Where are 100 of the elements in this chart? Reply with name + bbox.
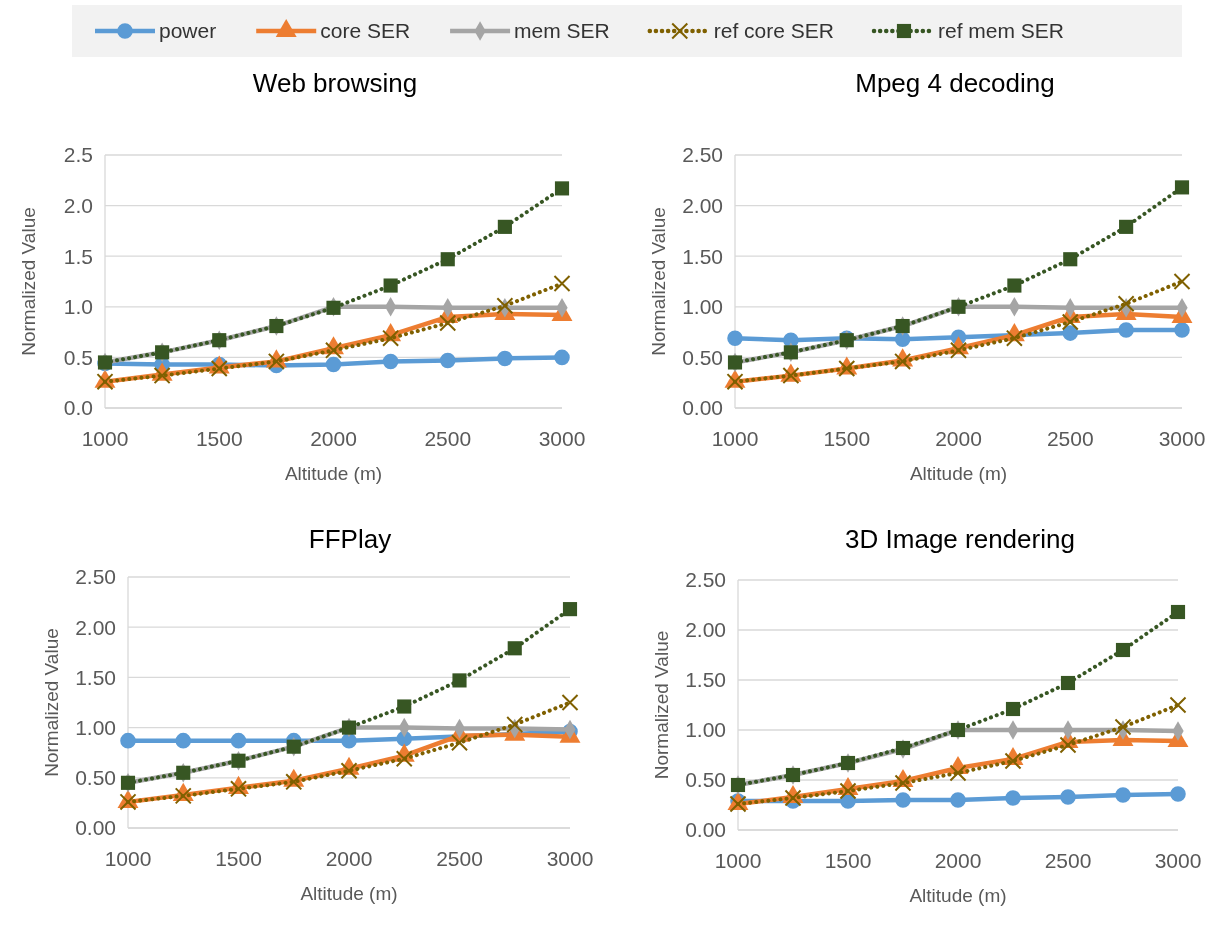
point <box>382 329 400 347</box>
point <box>784 789 802 807</box>
point <box>1119 219 1134 234</box>
point <box>1170 604 1186 620</box>
point <box>838 360 856 378</box>
x-tick-label: 3000 <box>538 427 586 450</box>
legend-label: core SER <box>320 19 411 43</box>
y-tick-label: 0.00 <box>75 816 116 840</box>
point <box>1060 675 1076 691</box>
point <box>726 373 744 391</box>
y-tick-label: 1.50 <box>682 244 723 268</box>
y-tick-label: 0.50 <box>685 768 726 792</box>
point <box>1061 313 1079 331</box>
point <box>383 278 398 293</box>
chart-title: Web browsing <box>252 68 418 98</box>
y-tick-label: 1.50 <box>685 668 726 692</box>
x-tick-label: 2500 <box>1044 849 1092 872</box>
x-tick-label: 1000 <box>711 427 759 450</box>
y-tick-label: 1.0 <box>63 295 93 319</box>
point <box>1173 272 1191 291</box>
x-tick-label: 2500 <box>436 847 483 870</box>
y-axis-title: Normalized Value <box>18 207 39 356</box>
point <box>895 792 911 808</box>
point <box>175 732 192 749</box>
point <box>229 780 248 798</box>
point <box>1174 322 1190 338</box>
y-tick-label: 2.00 <box>75 615 116 639</box>
point <box>561 693 579 712</box>
y-tick-label: 0.00 <box>685 818 726 842</box>
y-tick-label: 0.5 <box>63 345 93 369</box>
point <box>210 360 228 378</box>
point <box>340 762 358 780</box>
x-tick-label: 1500 <box>195 427 243 450</box>
point <box>1063 252 1078 267</box>
point <box>382 353 399 370</box>
x-axis-title: Altitude (m) <box>909 885 1007 906</box>
point <box>1005 701 1021 717</box>
y-tick-label: 1.5 <box>63 244 93 268</box>
point <box>153 367 171 385</box>
point <box>1169 696 1187 714</box>
y-tick-label: 1.00 <box>682 295 723 319</box>
point <box>439 352 456 369</box>
point <box>452 673 467 688</box>
x-tick-label: 2000 <box>935 427 982 450</box>
y-tick-label: 0.00 <box>682 396 723 420</box>
point <box>782 367 800 385</box>
point <box>440 252 455 267</box>
point <box>839 782 857 800</box>
x-axis-title: Altitude (m) <box>909 463 1008 484</box>
y-tick-label: 2.50 <box>682 143 723 167</box>
y-axis-title: Normalized Value <box>648 207 669 356</box>
x-tick-label: 1500 <box>823 427 871 450</box>
point <box>285 773 303 791</box>
point <box>553 274 571 293</box>
point <box>96 373 114 391</box>
point <box>554 181 570 196</box>
legend-label: ref core SER <box>713 19 834 43</box>
x-tick-label: 3000 <box>1158 427 1206 450</box>
point <box>1007 278 1022 293</box>
y-axis-title: Normalized Value <box>41 628 62 777</box>
y-tick-label: 2.00 <box>682 193 723 217</box>
y-axis-title: Normalized Value <box>651 630 672 780</box>
y-tick-label: 2.50 <box>75 565 116 589</box>
x-tick-label: 1500 <box>215 847 262 870</box>
point <box>1005 329 1023 347</box>
point <box>1174 180 1190 195</box>
point <box>1115 787 1131 803</box>
point <box>439 314 457 332</box>
point <box>324 341 343 359</box>
point <box>1114 718 1132 736</box>
point <box>894 352 912 370</box>
y-tick-label: 2.50 <box>685 568 726 592</box>
point <box>1005 790 1021 806</box>
point <box>1117 295 1135 313</box>
y-tick-label: 2.0 <box>63 193 93 217</box>
x-tick-label: 2000 <box>325 847 373 870</box>
y-tick-label: 0.50 <box>75 766 116 790</box>
point <box>1115 642 1131 658</box>
legend-label: ref mem SER <box>937 19 1065 43</box>
point <box>119 793 137 811</box>
point <box>894 331 911 347</box>
chart-title: 3D Image rendering <box>845 524 1075 554</box>
y-tick-label: 2.5 <box>63 143 93 167</box>
point <box>395 750 413 768</box>
point <box>120 732 136 749</box>
point <box>562 602 578 617</box>
x-tick-label: 3000 <box>1154 849 1202 872</box>
x-tick-label: 2500 <box>1046 427 1094 450</box>
x-tick-label: 2500 <box>424 427 472 450</box>
point <box>325 356 342 373</box>
y-tick-label: 1.00 <box>75 715 116 739</box>
point <box>230 732 247 749</box>
y-tick-label: 1.00 <box>685 718 726 742</box>
legend-label: mem SER <box>514 19 610 43</box>
point <box>554 349 570 366</box>
x-axis-title: Altitude (m) <box>284 463 383 484</box>
y-tick-label: 0.0 <box>63 396 93 420</box>
point <box>1059 736 1077 754</box>
y-tick-label: 0.50 <box>682 345 723 369</box>
x-tick-label: 1000 <box>714 849 762 872</box>
